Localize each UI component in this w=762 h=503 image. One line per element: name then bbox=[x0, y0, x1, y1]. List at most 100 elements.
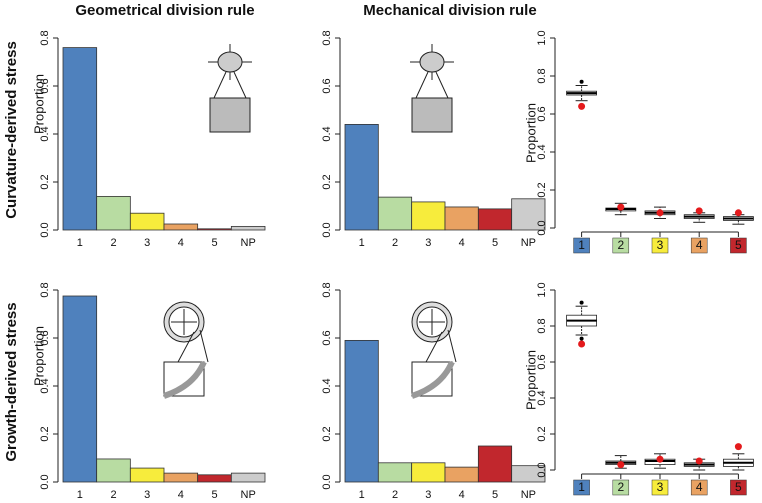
x-tick-label: 2 bbox=[617, 238, 624, 252]
y-tick-label: 0.4 bbox=[536, 390, 548, 405]
y-tick-label: 0.6 bbox=[536, 354, 548, 369]
bar bbox=[62, 295, 98, 483]
bar bbox=[377, 462, 413, 483]
observed-point bbox=[734, 443, 742, 451]
column-title: Geometrical division rule bbox=[75, 2, 254, 19]
x-label-box bbox=[730, 237, 747, 254]
bar bbox=[230, 472, 266, 483]
x-label-box bbox=[730, 479, 747, 496]
x-tick-label: 5 bbox=[492, 237, 498, 249]
bar bbox=[477, 208, 513, 231]
outlier bbox=[579, 79, 584, 84]
x-tick-label: 3 bbox=[657, 480, 664, 494]
y-tick-label: 0.6 bbox=[39, 330, 51, 345]
y-tick-label: 0.8 bbox=[321, 30, 333, 45]
observed-point bbox=[695, 457, 703, 465]
row-title: Growth-derived stress bbox=[3, 302, 20, 461]
x-tick-label: 1 bbox=[359, 237, 365, 249]
y-tick-label: 0.0 bbox=[321, 474, 333, 489]
x-tick-label: 2 bbox=[110, 489, 116, 501]
x-tick-label: 1 bbox=[578, 480, 585, 494]
y-tick-label: 1.0 bbox=[536, 282, 548, 297]
x-label-box bbox=[573, 237, 590, 254]
y-axis-label: Proportion bbox=[31, 74, 46, 134]
x-tick-label: 4 bbox=[178, 237, 184, 249]
x-tick-label: NP bbox=[521, 237, 536, 249]
x-tick-label: NP bbox=[241, 237, 256, 249]
y-tick-label: 0.2 bbox=[536, 426, 548, 441]
x-label-box bbox=[573, 479, 590, 496]
column-title: Mechanical division rule bbox=[363, 2, 536, 19]
y-tick-label: 0.4 bbox=[39, 126, 51, 141]
x-tick-label: 5 bbox=[211, 237, 217, 249]
bar bbox=[96, 195, 131, 231]
y-tick-label: 0.2 bbox=[39, 174, 51, 189]
y-tick-label: 0.0 bbox=[321, 222, 333, 237]
bar bbox=[129, 212, 165, 231]
x-tick-label: 2 bbox=[617, 480, 624, 494]
bar bbox=[344, 339, 379, 483]
x-tick-label: 1 bbox=[578, 238, 585, 252]
x-tick-label: 2 bbox=[392, 489, 398, 501]
y-tick-label: 0.2 bbox=[39, 426, 51, 441]
observed-point bbox=[695, 207, 703, 215]
y-tick-label: 0.0 bbox=[536, 220, 548, 235]
y-tick-label: 0.4 bbox=[321, 378, 333, 393]
observed-point bbox=[617, 203, 625, 211]
bar bbox=[511, 465, 546, 483]
bar bbox=[344, 124, 379, 231]
x-tick-label: 5 bbox=[492, 489, 498, 501]
x-tick-label: 1 bbox=[359, 489, 365, 501]
x-label-box bbox=[612, 479, 630, 496]
x-label-box bbox=[612, 237, 630, 254]
y-axis-label: Proportion bbox=[523, 350, 538, 410]
x-tick-label: NP bbox=[521, 489, 536, 501]
observed-point bbox=[617, 461, 625, 469]
bar bbox=[377, 196, 413, 231]
y-tick-label: 0.0 bbox=[39, 222, 51, 237]
y-tick-label: 0.6 bbox=[321, 78, 333, 93]
x-tick-label: 3 bbox=[425, 489, 431, 501]
x-tick-label: 3 bbox=[144, 489, 150, 501]
bar bbox=[444, 206, 479, 231]
bar bbox=[477, 445, 513, 483]
x-tick-label: 4 bbox=[459, 237, 465, 249]
y-tick-label: 0.8 bbox=[321, 282, 333, 297]
bar bbox=[96, 458, 131, 483]
y-axis-label: Proportion bbox=[31, 326, 46, 386]
y-tick-label: 0.4 bbox=[39, 378, 51, 393]
x-tick-label: NP bbox=[241, 489, 256, 501]
x-tick-label: 3 bbox=[144, 237, 150, 249]
observed-point bbox=[656, 209, 664, 217]
bar bbox=[511, 198, 546, 231]
bar bbox=[197, 474, 232, 483]
y-tick-label: 0.8 bbox=[39, 30, 51, 45]
y-tick-label: 0.2 bbox=[536, 182, 548, 197]
bar bbox=[230, 225, 266, 231]
bar bbox=[444, 466, 479, 483]
x-label-box bbox=[651, 479, 669, 496]
observed-point bbox=[656, 455, 664, 463]
y-axis-label: Proportion bbox=[523, 103, 538, 163]
y-tick-label: 0.4 bbox=[321, 126, 333, 141]
y-tick-label: 0.2 bbox=[321, 426, 333, 441]
y-tick-label: 0.2 bbox=[321, 174, 333, 189]
y-tick-label: 1.0 bbox=[536, 30, 548, 45]
y-tick-label: 0.6 bbox=[536, 106, 548, 121]
y-tick-label: 0.8 bbox=[39, 282, 51, 297]
x-tick-label: 5 bbox=[735, 238, 742, 252]
row-title: Curvature-derived stress bbox=[3, 41, 20, 219]
x-label-box bbox=[690, 237, 708, 254]
bar bbox=[62, 47, 98, 231]
x-label-box bbox=[690, 479, 708, 496]
x-tick-label: 4 bbox=[696, 238, 703, 252]
x-tick-label: 5 bbox=[211, 489, 217, 501]
x-tick-label: 4 bbox=[178, 489, 184, 501]
x-tick-label: 4 bbox=[696, 480, 703, 494]
y-tick-label: 0.0 bbox=[39, 474, 51, 489]
x-tick-label: 2 bbox=[392, 237, 398, 249]
outlier bbox=[579, 336, 584, 341]
bar bbox=[163, 472, 199, 483]
y-tick-label: 0.6 bbox=[321, 330, 333, 345]
